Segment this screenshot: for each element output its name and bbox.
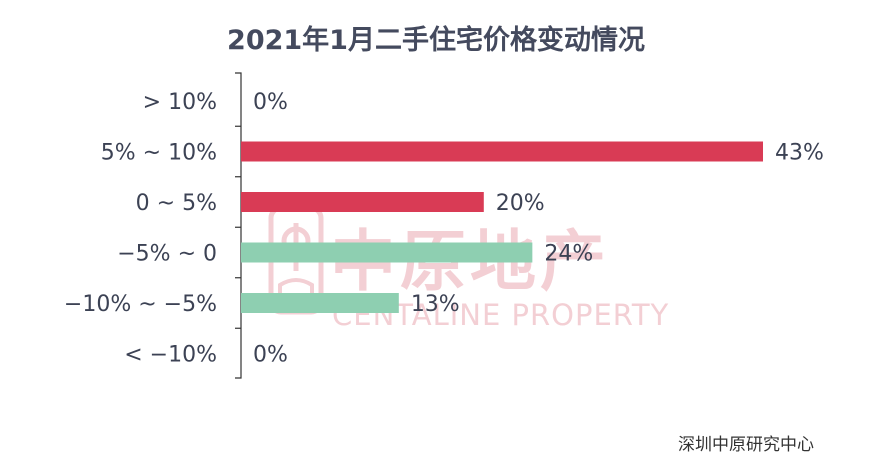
value-label: 20% [496,191,545,216]
category-label: 0 ~ 5% [136,191,217,216]
value-label: 43% [775,141,824,166]
bar [241,141,763,162]
value-label: 0% [253,90,288,115]
value-label: 13% [411,292,460,317]
bar [241,293,399,313]
category-label: −10% ~ −5% [64,292,217,317]
bar [241,242,533,263]
value-label: 0% [253,343,288,368]
category-label: > 10% [143,90,217,115]
category-label: 5% ~ 10% [101,141,217,166]
value-label: 24% [544,242,593,267]
bar [241,192,484,212]
category-label: < −10% [124,343,217,368]
category-label: −5% ~ 0 [117,242,217,267]
source-note: 深圳中原研究中心 [678,435,814,455]
chart-title: 2021年1月二手住宅价格变动情况 [227,25,645,56]
y-axis-line [235,72,242,379]
